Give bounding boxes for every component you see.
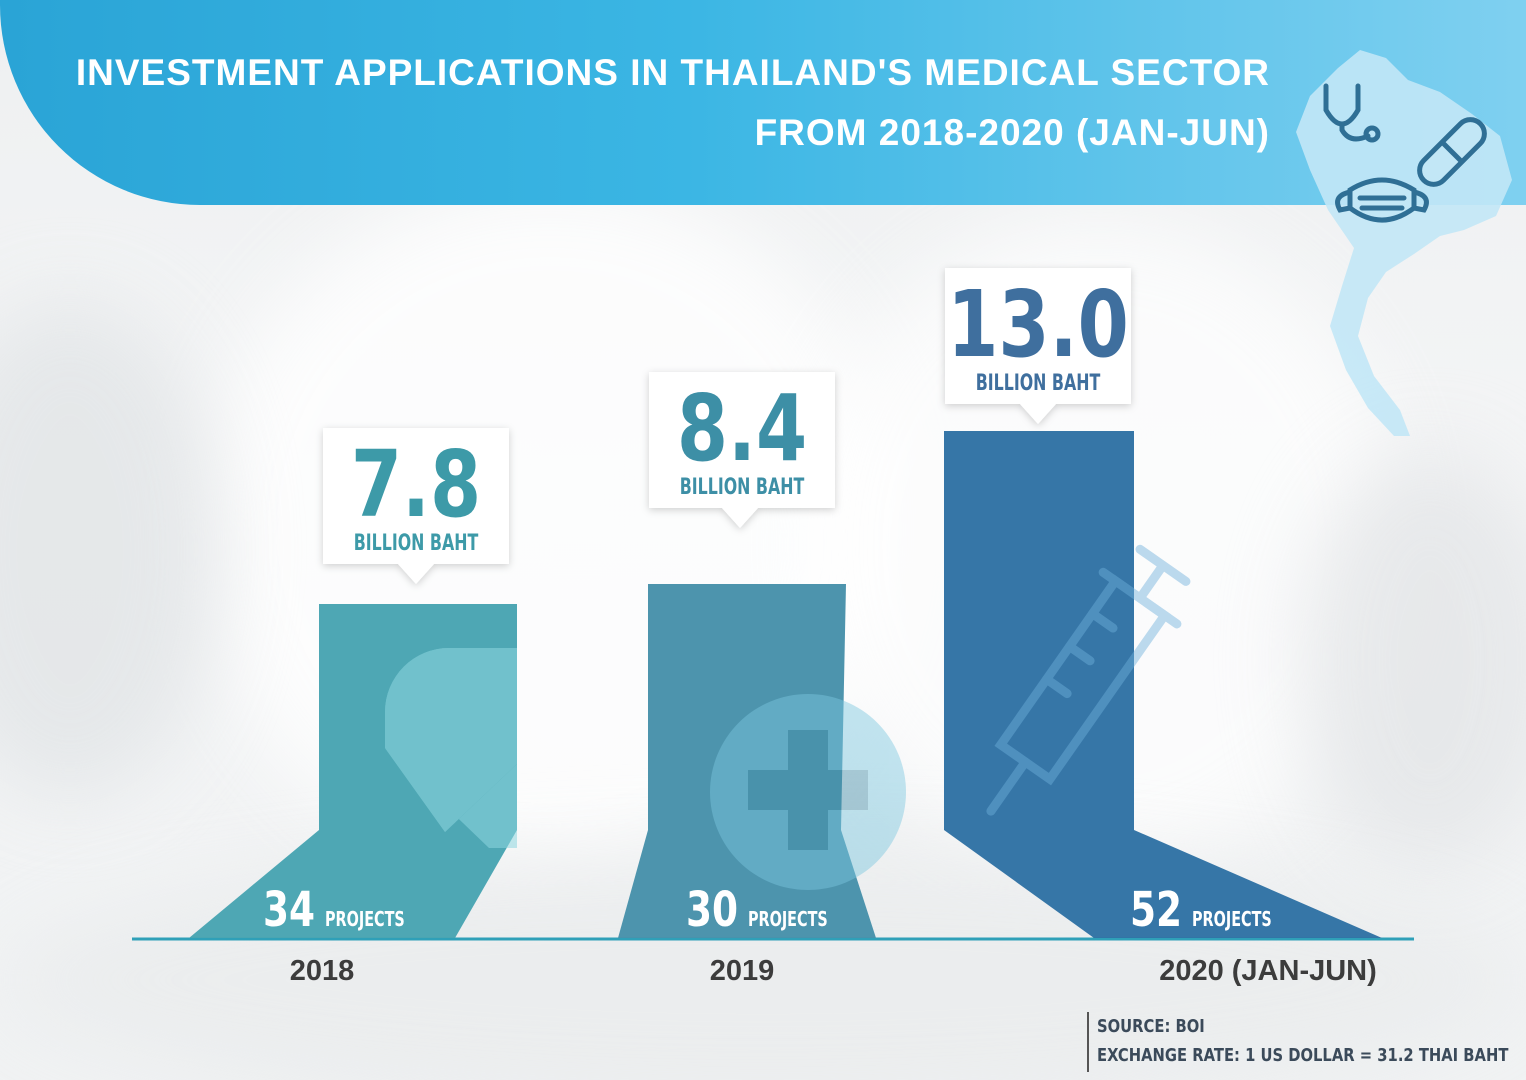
pill-icon bbox=[1417, 117, 1487, 187]
project-count: 52 bbox=[1130, 883, 1182, 939]
exchange-rate-label: EXCHANGE RATE: 1 US DOLLAR = 31.2 THAI B… bbox=[1097, 1045, 1509, 1066]
face-mask-icon bbox=[1335, 177, 1429, 223]
project-count: 34 bbox=[263, 883, 315, 939]
callout-box bbox=[323, 428, 509, 584]
medical-cross-icon bbox=[710, 694, 906, 891]
project-count: 30 bbox=[686, 883, 738, 939]
callout-box bbox=[945, 268, 1131, 424]
source-label: SOURCE: BOI bbox=[1097, 1016, 1205, 1037]
capsule-icon bbox=[385, 648, 517, 848]
unit-label: BILLION BAHT bbox=[680, 473, 805, 499]
project-label: 30 PROJECTS bbox=[686, 883, 828, 939]
bar bbox=[944, 431, 1382, 938]
thailand-map-icon bbox=[1296, 50, 1512, 436]
project-unit: PROJECTS bbox=[748, 909, 828, 932]
category-label: 2020 (JAN-JUN) bbox=[1159, 955, 1377, 987]
header-banner: INVESTMENT APPLICATIONS IN THAILAND'S ME… bbox=[0, 0, 1526, 205]
source-note: SOURCE: BOI EXCHANGE RATE: 1 US DOLLAR =… bbox=[1087, 1012, 1526, 1072]
syringe-icon bbox=[986, 544, 1191, 816]
category-label: 2019 bbox=[710, 955, 775, 987]
value-label: 13.0 bbox=[947, 271, 1129, 378]
project-unit: PROJECTS bbox=[1192, 909, 1272, 932]
value-label: 8.4 bbox=[677, 375, 807, 482]
category-label: 2018 bbox=[290, 955, 355, 987]
project-label: 52 PROJECTS bbox=[1130, 883, 1272, 939]
stethoscope-icon bbox=[1323, 83, 1381, 143]
bar bbox=[618, 584, 876, 938]
chart-title-line2: FROM 2018-2020 (JAN-JUN) bbox=[754, 112, 1270, 153]
project-unit: PROJECTS bbox=[325, 909, 405, 932]
unit-label: BILLION BAHT bbox=[354, 529, 479, 555]
callout-box bbox=[649, 372, 835, 528]
value-label: 7.8 bbox=[351, 431, 481, 538]
project-label: 34 PROJECTS bbox=[263, 883, 405, 939]
chart-title-line1: INVESTMENT APPLICATIONS IN THAILAND'S ME… bbox=[75, 52, 1270, 93]
unit-label: BILLION BAHT bbox=[976, 369, 1101, 395]
